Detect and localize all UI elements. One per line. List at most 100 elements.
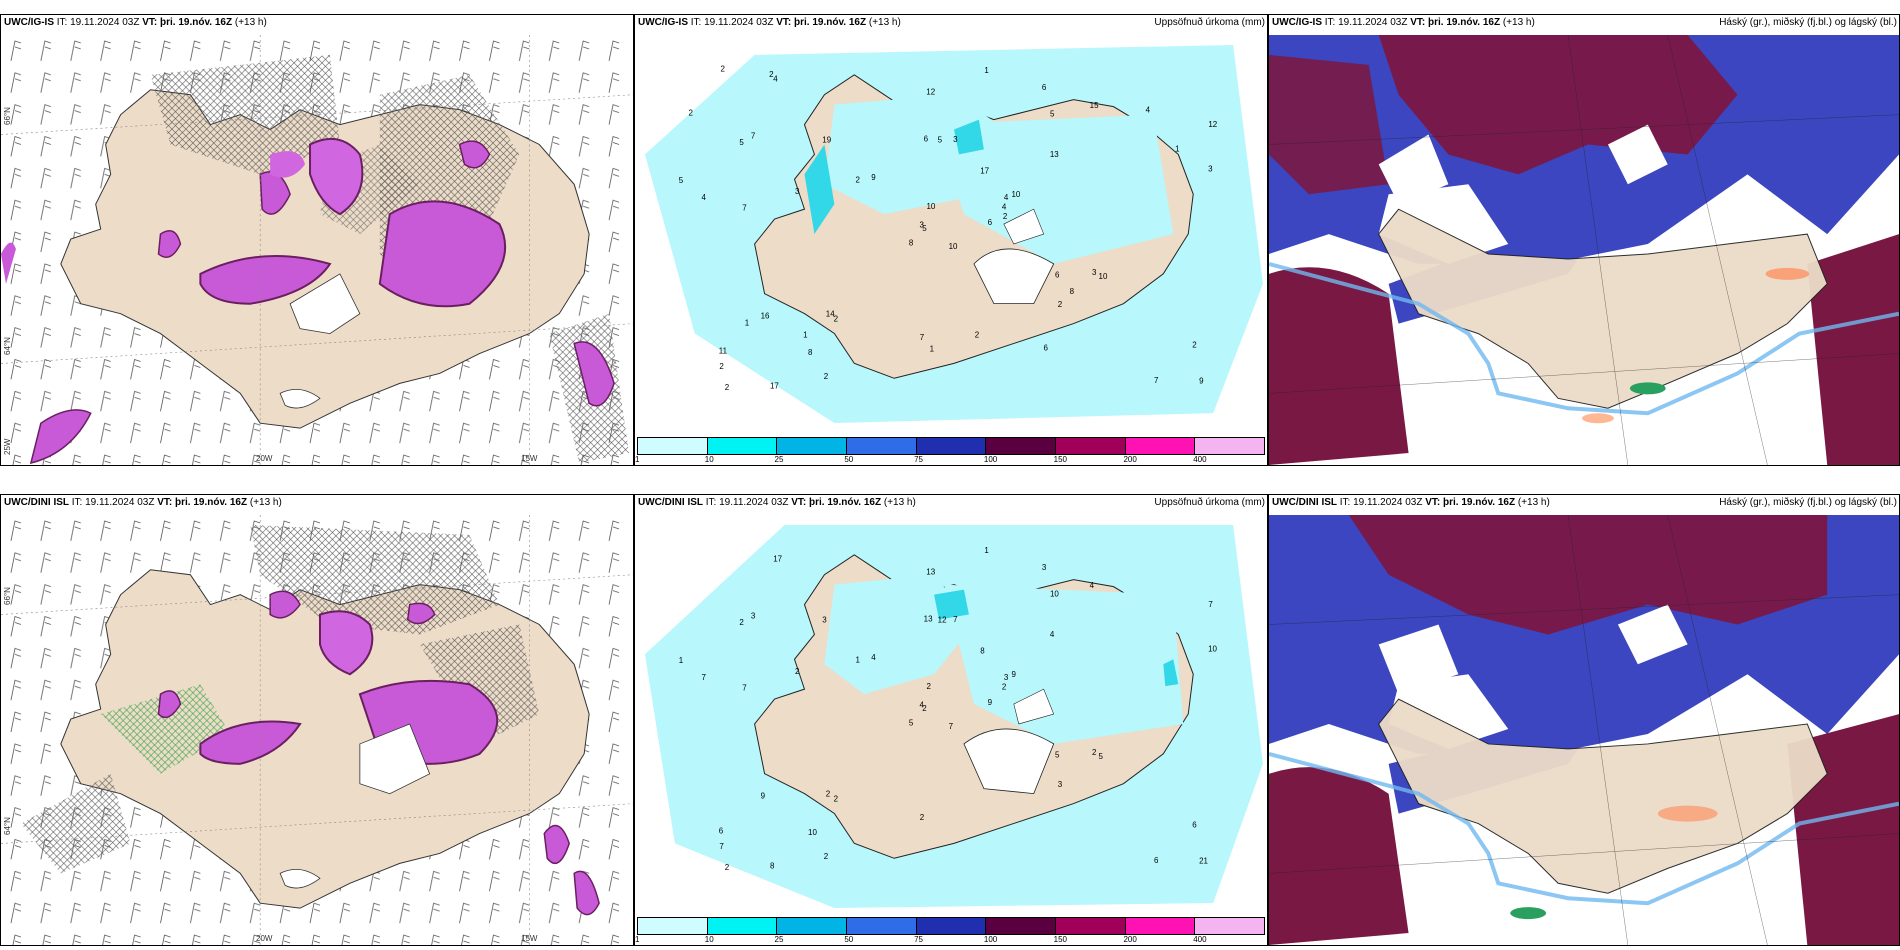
precip-value-label: 4 bbox=[1002, 203, 1007, 212]
precip-value-label: 1 bbox=[984, 66, 989, 75]
iceland-land bbox=[1378, 208, 1828, 409]
precip-value-label: 1 bbox=[803, 331, 808, 340]
cloud-cover-map bbox=[1269, 515, 1899, 945]
precip-value-label: 2 bbox=[1192, 340, 1197, 349]
precip-value-label: 3 bbox=[1058, 780, 1063, 789]
lon-label-20: 20W bbox=[256, 934, 273, 943]
precip-value-label: 2 bbox=[926, 682, 931, 691]
precip-value-label: 12 bbox=[938, 615, 947, 624]
precip-value-label: 7 bbox=[953, 615, 958, 624]
precip-value-label: 19 bbox=[822, 136, 831, 145]
precip-value-label: 5 bbox=[909, 719, 914, 728]
colorbar-label: 200 bbox=[1123, 455, 1137, 464]
precip-value-label: 2 bbox=[856, 175, 861, 184]
precip-value-label: 6 bbox=[719, 826, 724, 835]
precip-value-label: 21 bbox=[1199, 856, 1208, 865]
precip-value-label: 5 bbox=[679, 176, 684, 185]
lat-label-64: 64°N bbox=[3, 337, 12, 355]
precip-value-label: 9 bbox=[1199, 376, 1204, 385]
precip-value-label: 6 bbox=[1192, 820, 1197, 829]
precip-value-label: 2 bbox=[826, 790, 831, 799]
precip-value-label: 6 bbox=[1055, 270, 1060, 279]
precip-value-label: 15 bbox=[1090, 101, 1099, 110]
precip-value-label: 4 bbox=[871, 653, 876, 662]
colorbar-label: 150 bbox=[1053, 935, 1068, 944]
precip-value-label: 7 bbox=[742, 684, 747, 693]
precip-value-label: 6 bbox=[1044, 343, 1049, 352]
panel-top-clouds: UWC/IG-IS IT: 19.11.2024 03Z VT: þri. 19… bbox=[1268, 14, 1900, 466]
precip-value-label: 2 bbox=[725, 863, 730, 872]
precip-value-label: 8 bbox=[909, 239, 914, 248]
precip-value-label: 1 bbox=[930, 344, 935, 353]
colorbar-label: 10 bbox=[704, 935, 714, 944]
precip-value-label: 11 bbox=[719, 346, 728, 355]
precip-value-label: 6 bbox=[1154, 856, 1159, 865]
precip-value-label: 6 bbox=[1042, 83, 1047, 92]
precip-value-label: 2 bbox=[975, 331, 980, 340]
precip-value-label: 1 bbox=[856, 655, 861, 664]
precip-value-label: 4 bbox=[1090, 581, 1095, 590]
precip-value-label: 3 bbox=[822, 616, 827, 625]
wind-precip-map bbox=[1, 515, 633, 945]
colorbar-label: 400 bbox=[1193, 935, 1207, 944]
precip-value-label: 6 bbox=[988, 218, 993, 227]
precip-value-label: 16 bbox=[761, 312, 770, 321]
precip-value-label: 2 bbox=[824, 372, 829, 381]
panel-title: UWC/IG-IS IT: 19.11.2024 03Z VT: þri. 19… bbox=[1270, 17, 1537, 28]
panel-title: UWC/DINI ISL IT: 19.11.2024 03Z VT: þri.… bbox=[636, 497, 918, 508]
accum-precip-map: 7 2 2 6 3 2 3 7 10 9 17 21 7 7 5 4 8 13 8 9 4 7 10 12 9 5 3 13 7 5 10 4… bbox=[635, 515, 1267, 915]
precip-value-label: 10 bbox=[1208, 645, 1217, 654]
colorbar-swatch bbox=[1125, 438, 1196, 454]
precip-value-label: 7 bbox=[742, 204, 747, 213]
precip-value-label: 2 bbox=[1003, 212, 1008, 221]
precip-value-label: 4 bbox=[1050, 630, 1055, 639]
precip-value-label: 2 bbox=[1092, 748, 1097, 757]
precip-value-label: 4 bbox=[773, 74, 778, 83]
precip-value-label: 1 bbox=[984, 546, 989, 555]
precip-value-label: 7 bbox=[949, 722, 954, 731]
precip-value-label: 7 bbox=[701, 673, 706, 682]
precip-value-label: 2 bbox=[721, 65, 726, 74]
precip-value-label: 9 bbox=[1012, 670, 1017, 679]
precip-value-label: 4 bbox=[701, 193, 706, 202]
precip-value-label: 3 bbox=[1208, 165, 1213, 174]
precip-value-label: 7 bbox=[1154, 376, 1159, 385]
precip-value-label: 7 bbox=[1208, 600, 1213, 609]
colorbar-swatch bbox=[1056, 438, 1126, 454]
precip-value-label: 2 bbox=[834, 794, 839, 803]
colorbar-label: 150 bbox=[1053, 455, 1068, 464]
lon-label-15: 15W bbox=[521, 454, 538, 463]
precip-value-label: 2 bbox=[920, 813, 925, 822]
precip-value-label: 9 bbox=[761, 792, 766, 801]
lon-label-15: 15W bbox=[521, 934, 538, 943]
precip-value-labels: 1055114263564971281317617169285101071246… bbox=[679, 65, 1218, 392]
colorbar-swatch bbox=[847, 918, 917, 934]
precip-value-label: 10 bbox=[808, 828, 817, 837]
colorbar-swatches bbox=[637, 917, 1265, 935]
precip-value-label: 7 bbox=[751, 131, 756, 140]
precip-value-label: 2 bbox=[689, 109, 694, 118]
colorbar-label: 100 bbox=[983, 935, 998, 944]
precip-value-label: 4 bbox=[1146, 106, 1151, 115]
precip-value-label: 5 bbox=[739, 138, 744, 147]
wind-precip-map bbox=[1, 35, 633, 465]
precip-value-label: 17 bbox=[980, 166, 989, 175]
panel-variable-title: Háský (gr.), miðský (fj.bl.) og lágský (… bbox=[1719, 17, 1897, 28]
colorbar-swatch bbox=[638, 438, 708, 454]
panel-title: UWC/IG-IS IT: 19.11.2024 03Z VT: þri. 19… bbox=[2, 17, 269, 28]
precip-value-label: 10 bbox=[949, 242, 958, 251]
colorbar-swatch bbox=[847, 438, 917, 454]
colorbar-swatch bbox=[1195, 918, 1265, 934]
precip-value-label: 9 bbox=[871, 173, 876, 182]
colorbar-labels: 1 10 25 50 75 100 150 200 400 bbox=[635, 455, 1265, 465]
colorbar-swatch bbox=[916, 438, 987, 454]
panel-variable-title: Uppsöfnuð úrkoma (mm) bbox=[1154, 17, 1265, 28]
accum-precip-map: 10 5 5 11 4 2 6 3 5 6 4 9 7 12 8 13 17 6 17 16 9 2 8 5 10 10 7 12 4 6… bbox=[635, 35, 1267, 435]
precip-value-label: 7 bbox=[719, 842, 724, 851]
precip-value-label: 13 bbox=[926, 568, 935, 577]
precip-value-label: 5 bbox=[922, 224, 927, 233]
cloud-cover-map bbox=[1269, 35, 1899, 465]
precip-value-label: 5 bbox=[1099, 752, 1104, 761]
lat-label-66: 66°N bbox=[3, 587, 12, 605]
colorbar-swatch bbox=[707, 918, 778, 934]
